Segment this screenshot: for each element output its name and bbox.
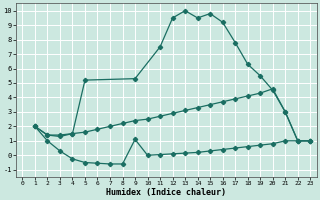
X-axis label: Humidex (Indice chaleur): Humidex (Indice chaleur) [106,188,226,197]
